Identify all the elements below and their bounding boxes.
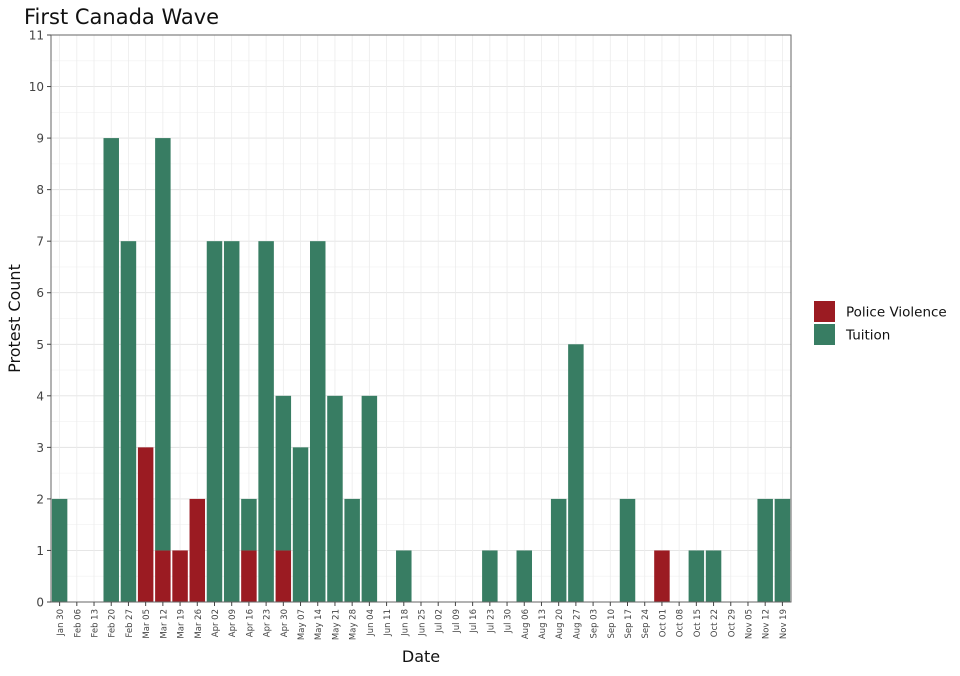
x-tick-label: Apr 16 [245, 609, 255, 637]
bar-tuition [619, 498, 636, 602]
bar-tuition [275, 395, 292, 551]
x-tick-label: Sep 03 [590, 609, 600, 639]
legend-label: Police Violence [846, 305, 947, 321]
y-tick-label: 3 [36, 441, 44, 455]
x-tick-label: Jul 30 [504, 609, 514, 634]
bar-tuition [482, 550, 498, 602]
bar-tuition [155, 138, 171, 551]
legend-key [814, 301, 835, 322]
y-tick-label: 6 [36, 286, 44, 300]
x-tick-label: Jul 02 [435, 609, 445, 634]
y-axis-label: Protest Count [5, 264, 24, 373]
bar-tuition [327, 395, 343, 602]
bar-tuition [550, 498, 567, 602]
y-tick-label: 11 [29, 29, 44, 43]
bar-tuition [774, 498, 791, 602]
x-tick-label: Feb 20 [108, 609, 118, 638]
legend-label: Tuition [845, 328, 890, 344]
bar-police-violence [189, 498, 206, 602]
x-tick-label: Sep 10 [607, 609, 617, 639]
bar-tuition [241, 498, 257, 551]
x-tick-label: Feb 06 [73, 609, 83, 638]
legend: Police Violence Tuition [814, 301, 947, 345]
y-tick-label: 10 [29, 80, 44, 94]
y-tick-label: 1 [36, 544, 44, 558]
x-tick-label: May 14 [314, 609, 324, 640]
x-tick-label: Aug 06 [521, 609, 531, 639]
y-tick-label: 0 [36, 596, 44, 610]
bars [51, 138, 791, 602]
bar-tuition [51, 498, 68, 602]
x-tick-label: Oct 08 [676, 609, 686, 637]
legend-key [814, 324, 835, 345]
x-tick-label: Jul 16 [469, 609, 479, 634]
x-tick-label: May 21 [331, 609, 341, 640]
x-tick-label: Nov 05 [744, 609, 754, 639]
x-tick-label: Aug 20 [555, 609, 565, 639]
x-tick-label: Aug 27 [572, 609, 582, 639]
bar-tuition [688, 550, 705, 602]
bar-tuition [516, 550, 532, 602]
bar-tuition [361, 395, 378, 602]
bar-tuition [568, 344, 584, 602]
x-tick-label: Mar 26 [194, 609, 204, 639]
y-tick-label: 9 [36, 132, 44, 146]
bar-tuition [120, 241, 137, 602]
bar-tuition [396, 550, 412, 602]
x-tick-label: Apr 09 [228, 609, 238, 637]
bar-police-violence [137, 447, 154, 602]
x-tick-label: Sep 17 [624, 609, 634, 639]
y-tick-label: 7 [36, 235, 44, 249]
x-tick-label: Feb 13 [91, 609, 101, 638]
bar-tuition [757, 498, 773, 602]
bar-police-violence [241, 550, 257, 602]
x-axis-label: Date [402, 647, 440, 666]
x-tick-label: Jul 09 [452, 609, 462, 634]
x-tick-label: Jul 23 [486, 609, 496, 634]
y-tick-label: 2 [36, 492, 44, 506]
x-tick-label: Nov 19 [779, 609, 789, 639]
bar-police-violence [275, 550, 292, 602]
bar-police-violence [172, 550, 188, 602]
x-tick-label: Jun 25 [418, 609, 428, 637]
x-tick-label: Sep 24 [641, 609, 651, 639]
x-tick-label: Apr 02 [211, 609, 221, 637]
x-tick-label: Oct 01 [658, 609, 668, 637]
bar-police-violence [654, 550, 670, 602]
x-tick-label: Oct 29 [727, 609, 737, 637]
x-tick-label: May 07 [297, 609, 307, 640]
bar-tuition [223, 241, 240, 602]
bar-tuition [103, 138, 119, 602]
bar-tuition [344, 498, 360, 602]
bar-tuition [705, 550, 722, 602]
x-tick-label: Jan 30 [56, 609, 66, 637]
x-tick-label: Oct 22 [710, 609, 720, 637]
x-tick-label: Aug 13 [538, 609, 548, 639]
x-tick-label: Oct 15 [693, 609, 703, 637]
x-tick-label: Nov 12 [762, 609, 772, 639]
x-axis: Jan 30 Feb 06 Feb 13 Feb 20 Feb 27 Mar 05 Mar … [56, 602, 789, 640]
x-tick-label: May 28 [349, 609, 359, 640]
bar-tuition [206, 241, 223, 602]
y-tick-label: 4 [36, 389, 44, 403]
y-tick-label: 5 [36, 338, 44, 352]
x-tick-label: Jun 11 [383, 609, 393, 637]
x-tick-label: Apr 30 [280, 609, 290, 637]
chart-title: First Canada Wave [24, 5, 219, 29]
bar-tuition [292, 447, 309, 602]
x-tick-label: Mar 19 [177, 609, 187, 639]
x-tick-label: Jun 04 [366, 609, 376, 637]
x-tick-label: Mar 05 [142, 609, 152, 639]
x-tick-label: Jun 18 [400, 609, 410, 637]
y-tick-label: 8 [36, 183, 44, 197]
x-tick-label: Apr 23 [263, 609, 273, 637]
x-tick-label: Feb 27 [125, 609, 135, 638]
bar-tuition [258, 241, 274, 602]
x-tick-label: Mar 12 [159, 609, 169, 639]
bar-tuition [310, 241, 326, 602]
bar-police-violence [155, 550, 171, 602]
y-axis: 0 1 2 3 4 5 6 7 8 9 10 11 [29, 29, 51, 610]
